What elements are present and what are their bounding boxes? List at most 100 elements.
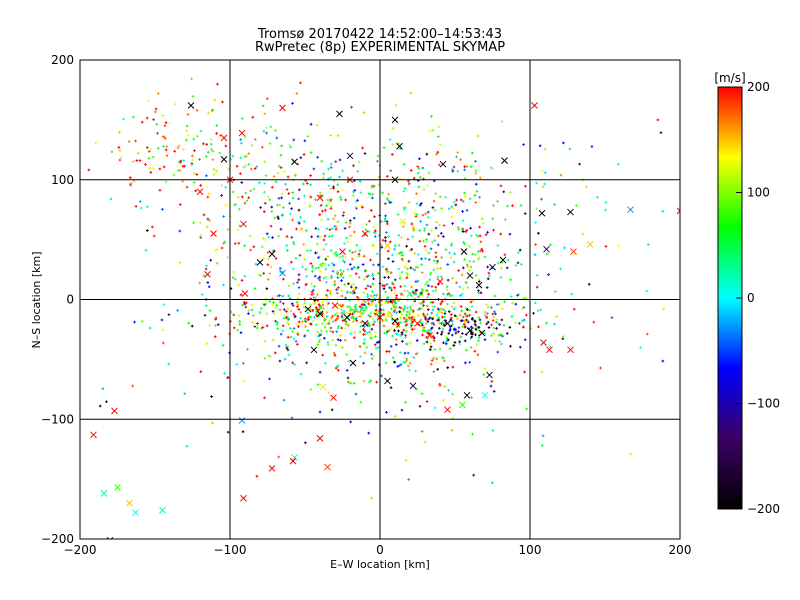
data-point: [318, 278, 322, 282]
data-point: [401, 340, 404, 343]
data-point: [408, 313, 412, 316]
data-point: [199, 129, 203, 133]
data-point: [233, 242, 237, 245]
data-point: [222, 283, 225, 287]
data-point: [265, 131, 268, 135]
data-point: [341, 214, 345, 217]
data-point: [495, 320, 498, 324]
x-tick-label: 0: [376, 543, 384, 557]
data-point: [438, 327, 441, 330]
data-point: [442, 235, 445, 238]
data-point: [281, 213, 284, 217]
data-point: [268, 272, 272, 275]
data-point: [463, 191, 466, 195]
data-point: [420, 430, 424, 433]
data-point: [437, 321, 441, 325]
data-point: [145, 146, 149, 149]
data-point: [338, 255, 342, 259]
data-point: [310, 235, 313, 239]
data-point: [381, 265, 385, 269]
data-point: [425, 223, 429, 227]
data-point: [324, 242, 328, 246]
data-point: [190, 163, 194, 167]
data-point: [327, 167, 330, 171]
data-point: [211, 421, 214, 425]
data-point: [496, 350, 500, 354]
data-point: [149, 171, 153, 174]
data-point: [456, 169, 460, 173]
data-point: [349, 381, 352, 385]
data-point: [428, 348, 432, 351]
data-point: [254, 262, 258, 266]
data-point: [147, 150, 151, 153]
data-point: [299, 215, 302, 219]
data-point: [179, 159, 183, 163]
data-point: [354, 303, 358, 307]
data-point: [351, 251, 354, 254]
data-point: [354, 199, 358, 203]
data-point: [463, 242, 466, 246]
data-point: [341, 316, 345, 320]
data-point: [441, 315, 444, 319]
data-point: [389, 271, 393, 275]
data-point: [321, 176, 325, 180]
data-point: [323, 316, 326, 319]
data-point: [393, 415, 397, 418]
data-point: [442, 224, 446, 227]
data-point: [447, 310, 451, 313]
data-point: [416, 165, 419, 168]
data-point: [395, 343, 398, 346]
data-point: [474, 169, 478, 173]
data-point: [604, 208, 607, 212]
data-point: [233, 326, 236, 330]
data-point: [309, 151, 313, 154]
data-point: [397, 267, 401, 271]
data-point: [421, 166, 425, 170]
data-point: [334, 318, 337, 322]
data-point: [182, 148, 185, 151]
data-point: [617, 244, 620, 247]
data-point: [333, 283, 337, 287]
data-point: [144, 163, 147, 166]
data-point-x: [279, 269, 286, 277]
data-point: [353, 310, 357, 313]
data-point: [440, 300, 444, 304]
plot-frame: [79, 59, 681, 540]
data-point: [291, 304, 295, 307]
data-point: [432, 259, 436, 263]
data-point: [185, 185, 189, 189]
data-point: [440, 330, 444, 334]
data-point: [299, 156, 303, 159]
data-point: [418, 203, 422, 207]
data-point: [109, 197, 113, 201]
data-point: [545, 252, 549, 256]
data-point: [340, 289, 343, 293]
data-point: [490, 323, 493, 327]
data-point: [278, 294, 281, 297]
data-point: [187, 321, 191, 325]
data-point: [520, 262, 523, 266]
data-point: [460, 227, 464, 231]
data-point: [133, 320, 136, 324]
data-point: [486, 277, 490, 281]
data-point: [346, 268, 350, 271]
data-point: [205, 143, 209, 146]
data-point: [323, 336, 326, 340]
data-point: [347, 309, 351, 312]
data-point: [209, 258, 212, 262]
data-point: [273, 306, 277, 310]
data-point: [250, 308, 254, 312]
data-point: [434, 192, 437, 195]
data-point: [291, 196, 295, 200]
data-point: [341, 319, 345, 322]
data-point: [299, 228, 303, 232]
data-point: [336, 183, 340, 187]
data-point: [397, 244, 401, 247]
data-point: [570, 292, 574, 296]
data-point: [226, 430, 230, 434]
data-point: [369, 285, 372, 288]
data-point: [329, 134, 332, 137]
data-point: [349, 420, 352, 424]
data-point: [210, 395, 213, 398]
